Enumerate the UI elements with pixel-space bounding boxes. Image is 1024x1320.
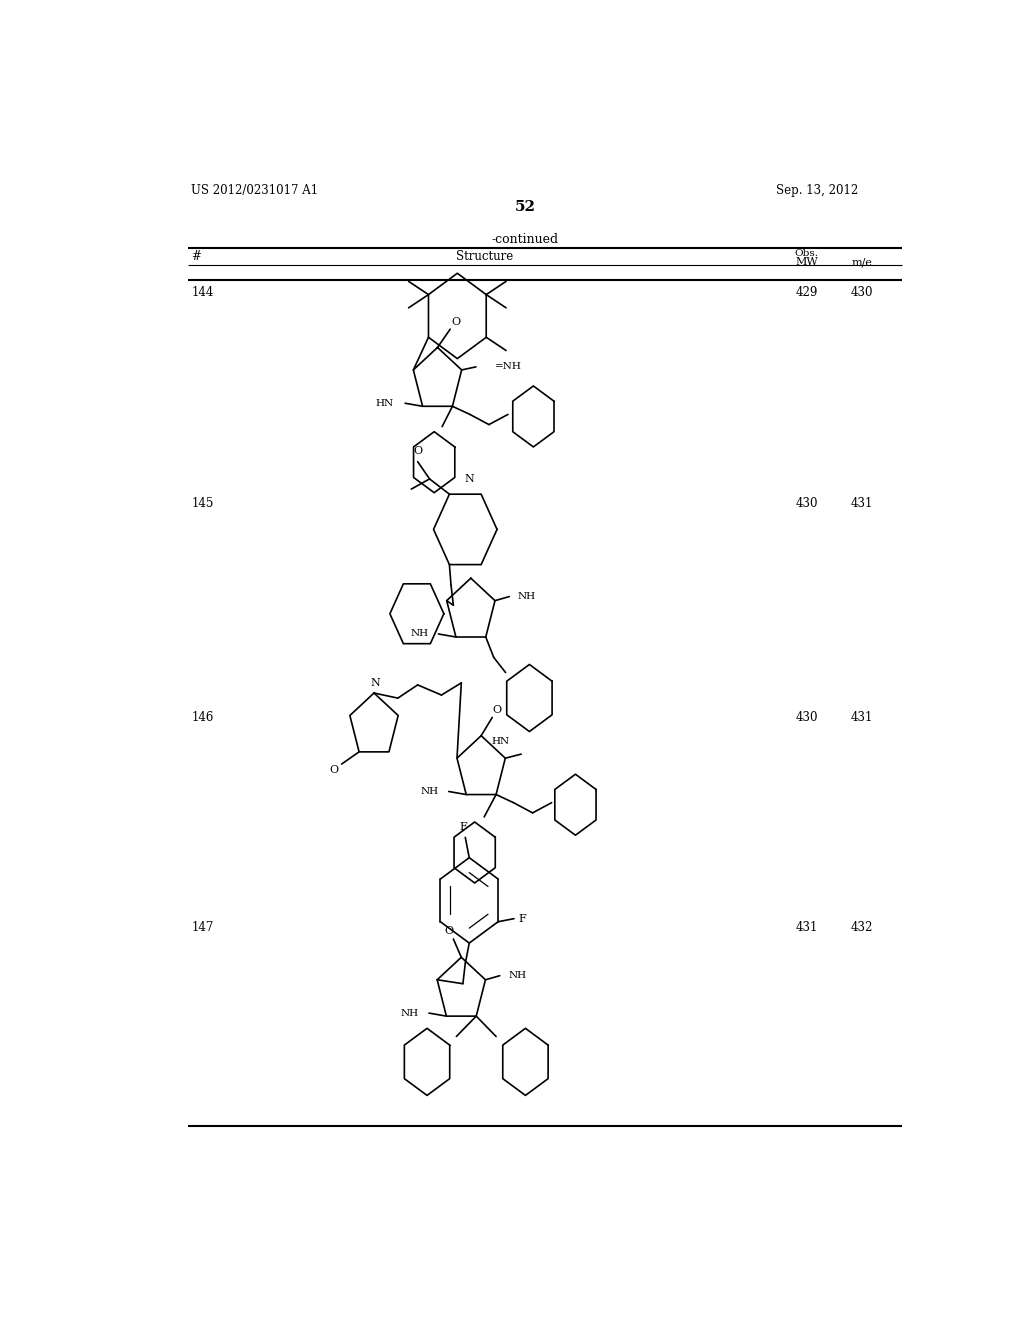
Text: O: O bbox=[329, 766, 338, 775]
Text: HN: HN bbox=[376, 399, 393, 408]
Text: 52: 52 bbox=[514, 201, 536, 214]
Text: N: N bbox=[464, 474, 474, 483]
Text: Obs.: Obs. bbox=[795, 249, 818, 259]
Text: NH: NH bbox=[421, 787, 438, 796]
Text: 431: 431 bbox=[796, 921, 818, 935]
Text: 146: 146 bbox=[191, 711, 214, 723]
Text: #: # bbox=[191, 251, 202, 264]
Text: 430: 430 bbox=[796, 498, 818, 511]
Text: O: O bbox=[413, 446, 422, 457]
Text: F: F bbox=[460, 822, 468, 832]
Text: HN: HN bbox=[492, 738, 510, 746]
Text: 144: 144 bbox=[191, 286, 214, 300]
Text: 431: 431 bbox=[851, 711, 873, 723]
Text: MW: MW bbox=[796, 257, 818, 267]
Text: 431: 431 bbox=[851, 498, 873, 511]
Text: N: N bbox=[371, 678, 381, 688]
Text: O: O bbox=[493, 705, 502, 715]
Text: O: O bbox=[444, 925, 454, 936]
Text: NH: NH bbox=[518, 593, 536, 601]
Text: NH: NH bbox=[508, 972, 526, 981]
Text: -continued: -continued bbox=[492, 234, 558, 247]
Text: m/e: m/e bbox=[852, 257, 872, 267]
Text: 147: 147 bbox=[191, 921, 214, 935]
Text: 145: 145 bbox=[191, 498, 214, 511]
Text: =NH: =NH bbox=[495, 363, 522, 371]
Text: F: F bbox=[518, 913, 525, 924]
Text: O: O bbox=[452, 317, 461, 327]
Text: US 2012/0231017 A1: US 2012/0231017 A1 bbox=[191, 185, 318, 198]
Text: 432: 432 bbox=[851, 921, 873, 935]
Text: 430: 430 bbox=[796, 711, 818, 723]
Text: 430: 430 bbox=[851, 286, 873, 300]
Text: Structure: Structure bbox=[457, 251, 514, 264]
Text: Sep. 13, 2012: Sep. 13, 2012 bbox=[776, 185, 858, 198]
Text: NH: NH bbox=[411, 630, 428, 639]
Text: 429: 429 bbox=[796, 286, 818, 300]
Text: NH: NH bbox=[400, 1008, 419, 1018]
